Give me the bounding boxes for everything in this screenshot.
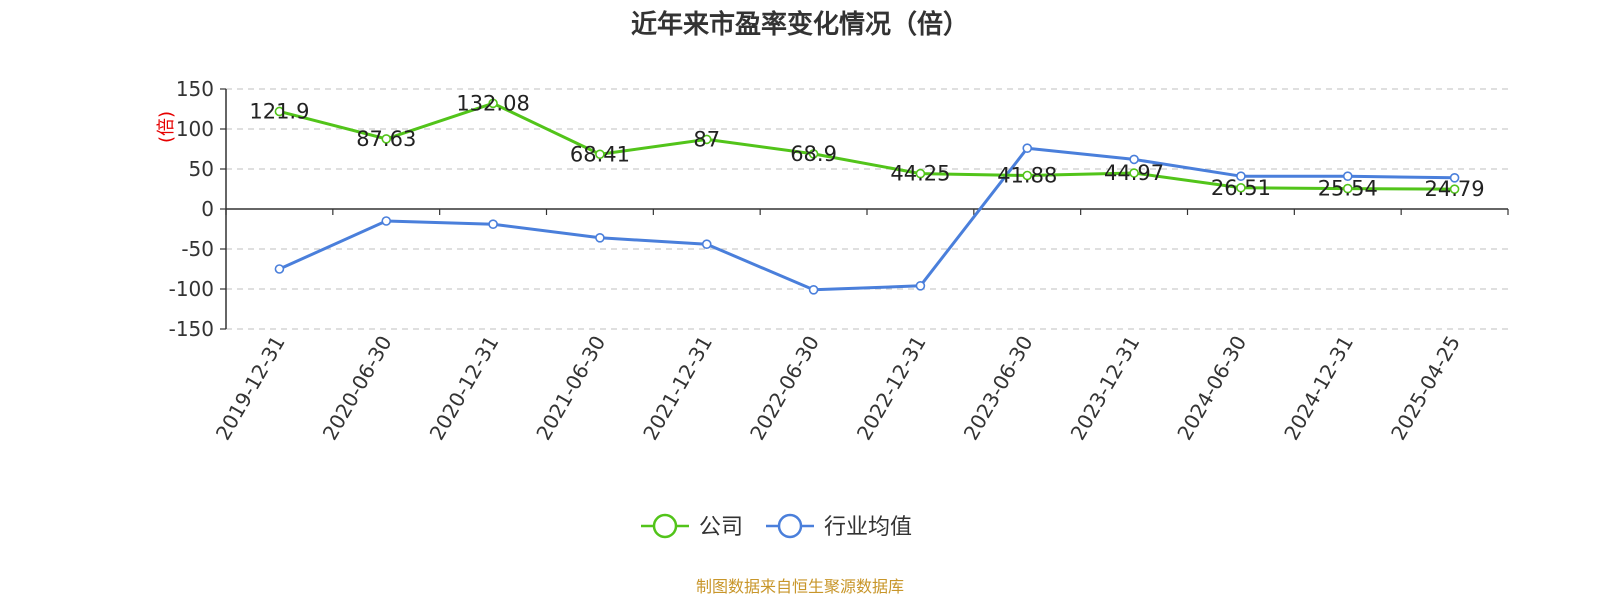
data-label: 26.51 [1211,176,1271,200]
data-label: 25.54 [1318,177,1378,201]
y-tick-label: 50 [189,157,214,181]
x-tick-label: 2022-06-30 [745,332,824,445]
legend-marker [652,513,678,539]
series-line-0 [279,101,1455,191]
x-tick-label: 2020-06-30 [318,332,397,445]
data-point[interactable] [1129,154,1139,165]
y-tick-labels: 150 100 50 0 -50 -100 -150 [169,77,214,341]
data-point[interactable] [274,264,285,274]
data-point[interactable] [1129,168,1139,178]
data-label: 68.41 [570,142,630,166]
legend-item-1[interactable]: 行业均值 [766,513,912,540]
y-tick-label: 100 [176,117,214,141]
y-tick-label: -150 [169,317,214,341]
x-tick-labels: 2019-12-31 2020-06-30 2020-12-31 2021-06-30… [211,332,1465,445]
data-label: 41.88 [997,163,1057,187]
chart-title: 近年来市盈率变化情况（倍） [631,9,969,40]
data-label: 24.79 [1425,177,1485,201]
data-point[interactable] [1342,171,1353,181]
data-point[interactable] [1449,184,1460,194]
data-point[interactable] [1342,183,1353,194]
data-point[interactable] [595,149,605,160]
data-point[interactable] [595,233,605,243]
data-label: 68.9 [790,142,837,166]
data-point[interactable] [701,239,712,249]
data-point[interactable] [381,216,392,226]
data-point[interactable] [274,106,285,117]
legend-label: 行业均值 [824,515,912,540]
x-tick-label: 2021-12-31 [638,332,717,445]
x-tick-label: 2025-04-25 [1386,332,1465,445]
data-label: 44.97 [1104,161,1164,185]
data-point[interactable] [808,149,819,159]
series-layer [274,98,1460,295]
data-labels: 121.9 87.63 132.08 68.41 87 68.9 44.25 41.88 44.… [249,91,1484,201]
data-label: 87.63 [356,127,416,151]
legend-item-0[interactable]: 公司 [641,513,743,540]
x-tick-label: 2023-06-30 [959,332,1038,445]
data-point[interactable] [1022,170,1033,181]
legend[interactable]: 公司 行业均值 [641,513,912,540]
x-tick-label: 2020-12-31 [425,332,504,445]
data-point[interactable] [1236,171,1246,181]
data-point[interactable] [488,219,498,229]
x-tick-label: 2021-06-30 [531,332,610,445]
data-point[interactable] [1236,182,1246,193]
series-line-1 [278,146,1455,292]
data-point[interactable] [701,134,712,145]
y-tick-label: -50 [181,237,214,261]
data-label: 121.9 [249,99,309,123]
data-point[interactable] [1022,143,1033,153]
data-label: 44.25 [890,162,950,186]
x-tick-label: 2024-12-31 [1279,332,1358,445]
data-label: 132.08 [456,91,529,115]
data-source: 制图数据来自恒生聚源数据库 [696,577,904,596]
x-tick-label: 2019-12-31 [211,332,290,445]
x-tick-label: 2023-12-31 [1066,332,1145,445]
y-axis-unit: (倍) [156,111,177,143]
legend-marker [777,513,803,539]
y-tick-label: -100 [169,277,214,301]
x-tick-label: 2024-06-30 [1172,332,1251,445]
data-point[interactable] [488,98,498,109]
data-point[interactable] [381,134,392,144]
data-point[interactable] [808,284,819,295]
data-label: 87 [693,127,720,151]
data-point[interactable] [915,168,926,179]
x-tick-label: 2022-12-31 [852,332,931,445]
data-point[interactable] [915,280,926,291]
data-point[interactable] [1449,173,1460,183]
axes [220,88,1509,330]
y-tick-label: 150 [176,77,214,101]
y-tick-label: 0 [201,197,214,221]
legend-label: 公司 [699,515,743,540]
